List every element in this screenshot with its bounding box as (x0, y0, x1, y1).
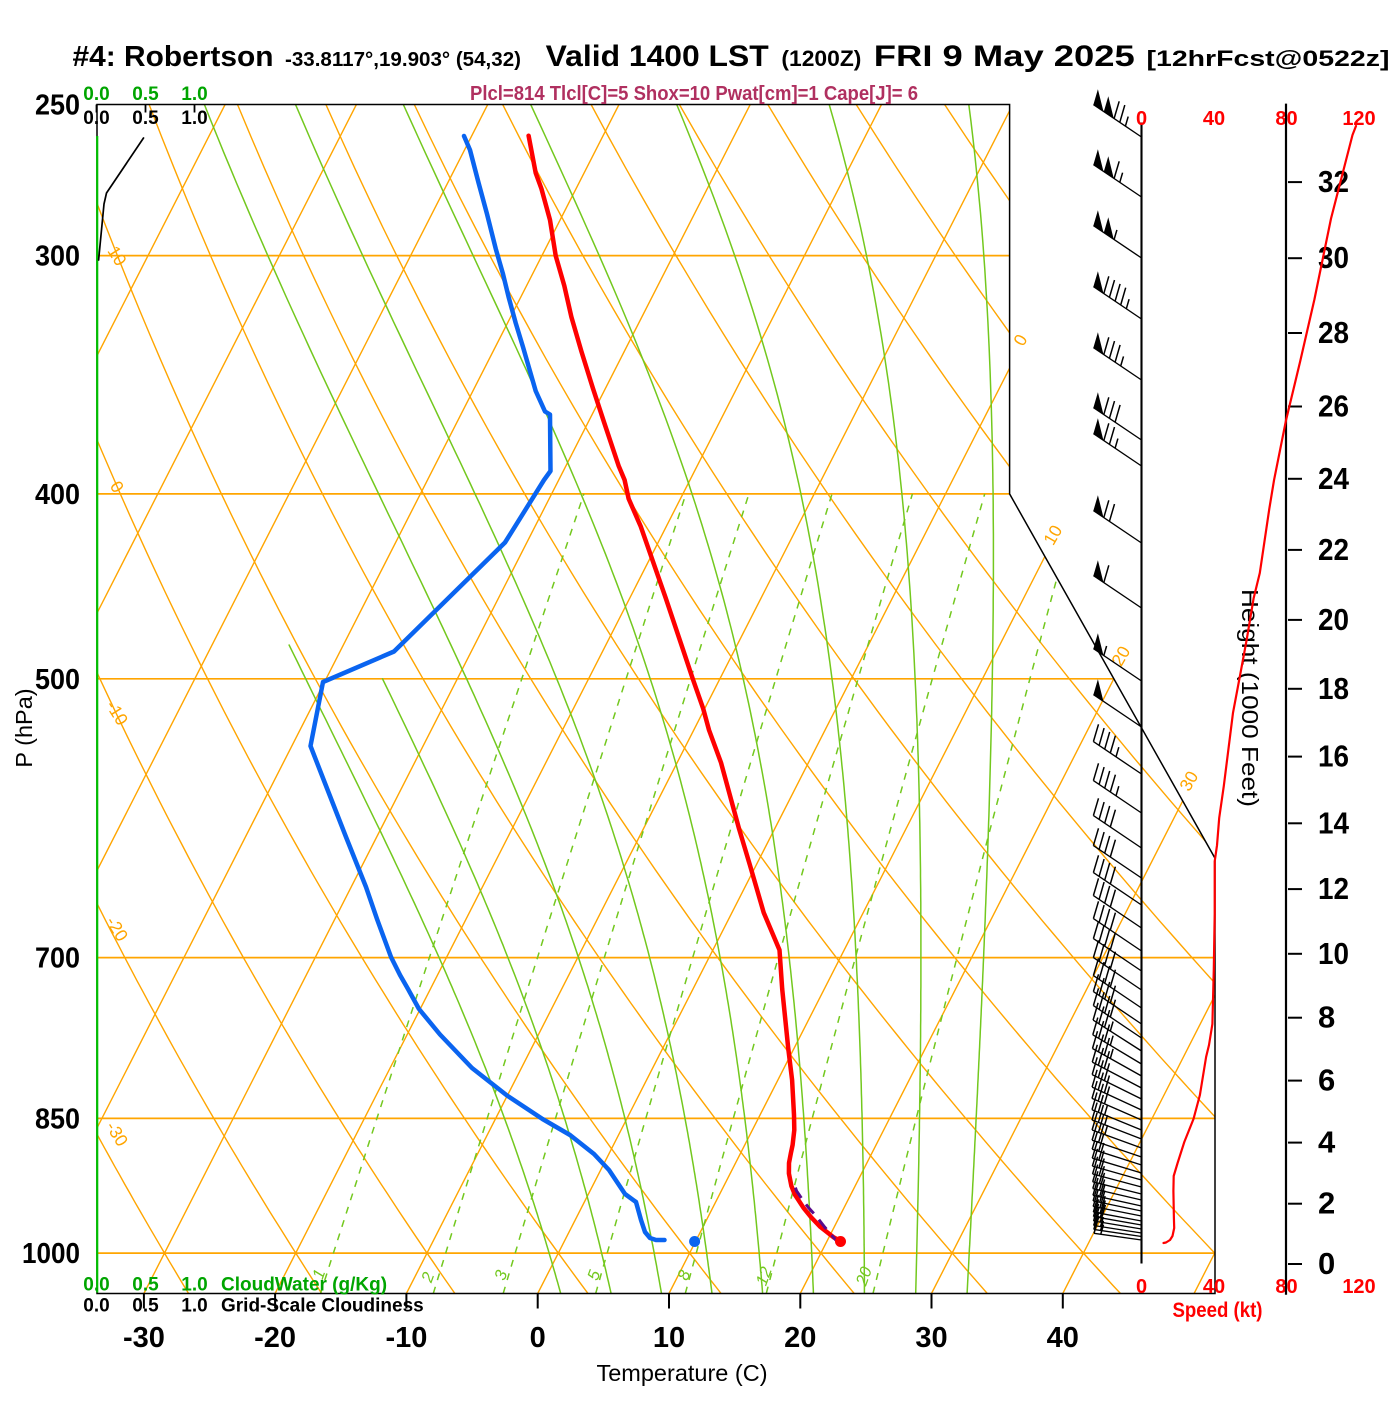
svg-text:120: 120 (1342, 1276, 1375, 1298)
svg-text:0.0: 0.0 (83, 108, 109, 129)
svg-text:-33.8117°,19.903° (54,32): -33.8117°,19.903° (54,32) (285, 49, 521, 71)
svg-text:300: 300 (35, 241, 80, 273)
svg-text:12: 12 (1318, 871, 1349, 906)
svg-text:24: 24 (1318, 461, 1350, 496)
svg-text:20: 20 (784, 1322, 816, 1354)
svg-text:0.5: 0.5 (132, 84, 159, 105)
svg-text:40: 40 (1203, 1276, 1225, 1298)
svg-text:40: 40 (1047, 1322, 1079, 1354)
svg-text:P (hPa): P (hPa) (11, 688, 37, 767)
svg-text:26: 26 (1318, 389, 1349, 424)
svg-text:0.5: 0.5 (132, 1275, 159, 1296)
svg-text:0.0: 0.0 (83, 84, 109, 105)
svg-text:0.0: 0.0 (83, 1275, 109, 1296)
svg-text:250: 250 (35, 90, 80, 122)
svg-text:400: 400 (35, 479, 80, 511)
svg-text:0.0: 0.0 (83, 1296, 109, 1317)
svg-text:500: 500 (35, 664, 80, 696)
svg-text:1.0: 1.0 (181, 84, 207, 105)
svg-text:1.0: 1.0 (181, 1275, 207, 1296)
svg-text:0.5: 0.5 (132, 1296, 159, 1317)
svg-text:18: 18 (1318, 671, 1349, 706)
svg-text:700: 700 (35, 943, 80, 975)
svg-text:CloudWater (g/Kg): CloudWater (g/Kg) (221, 1275, 387, 1296)
svg-text:1000: 1000 (22, 1238, 80, 1270)
svg-text:(1200Z): (1200Z) (781, 46, 861, 71)
svg-text:20: 20 (1318, 602, 1349, 637)
svg-text:120: 120 (1342, 108, 1375, 130)
svg-text:16: 16 (1318, 739, 1349, 774)
svg-text:28: 28 (1318, 315, 1349, 350)
svg-text:10: 10 (653, 1322, 685, 1354)
svg-text:850: 850 (35, 1103, 80, 1135)
svg-text:0: 0 (1136, 1276, 1147, 1298)
svg-text:[12hrFcst@0522z]: [12hrFcst@0522z] (1147, 46, 1390, 71)
svg-text:1.0: 1.0 (181, 1296, 207, 1317)
svg-text:-30: -30 (123, 1322, 165, 1354)
svg-text:6: 6 (1318, 1063, 1335, 1098)
svg-text:30: 30 (915, 1322, 947, 1354)
svg-text:0: 0 (530, 1322, 546, 1354)
svg-text:22: 22 (1318, 532, 1349, 567)
svg-text:#4: Robertson: #4: Robertson (73, 41, 274, 73)
svg-text:0.5: 0.5 (132, 108, 159, 129)
svg-text:Grid-Scale Cloudiness: Grid-Scale Cloudiness (221, 1296, 424, 1317)
svg-text:2: 2 (1318, 1186, 1335, 1221)
svg-text:0: 0 (1318, 1246, 1335, 1281)
svg-text:4: 4 (1318, 1125, 1336, 1160)
svg-text:FRI 9 May 2025: FRI 9 May 2025 (874, 40, 1135, 73)
svg-text:10: 10 (1318, 936, 1349, 971)
svg-text:Valid 1400 LST: Valid 1400 LST (546, 40, 769, 73)
svg-text:-10: -10 (385, 1322, 427, 1354)
svg-text:Temperature (C): Temperature (C) (596, 1360, 767, 1386)
svg-text:Speed (kt): Speed (kt) (1173, 1299, 1263, 1322)
svg-text:8: 8 (1318, 1000, 1335, 1035)
svg-text:40: 40 (1203, 108, 1225, 130)
svg-text:-20: -20 (254, 1322, 296, 1354)
svg-text:Plcl=814 Tlcl[C]=5 Shox=10 Pwa: Plcl=814 Tlcl[C]=5 Shox=10 Pwat[cm]=1 Ca… (470, 83, 918, 105)
svg-text:0: 0 (1136, 108, 1147, 130)
svg-text:14: 14 (1318, 805, 1350, 840)
svg-text:1.0: 1.0 (181, 108, 207, 129)
